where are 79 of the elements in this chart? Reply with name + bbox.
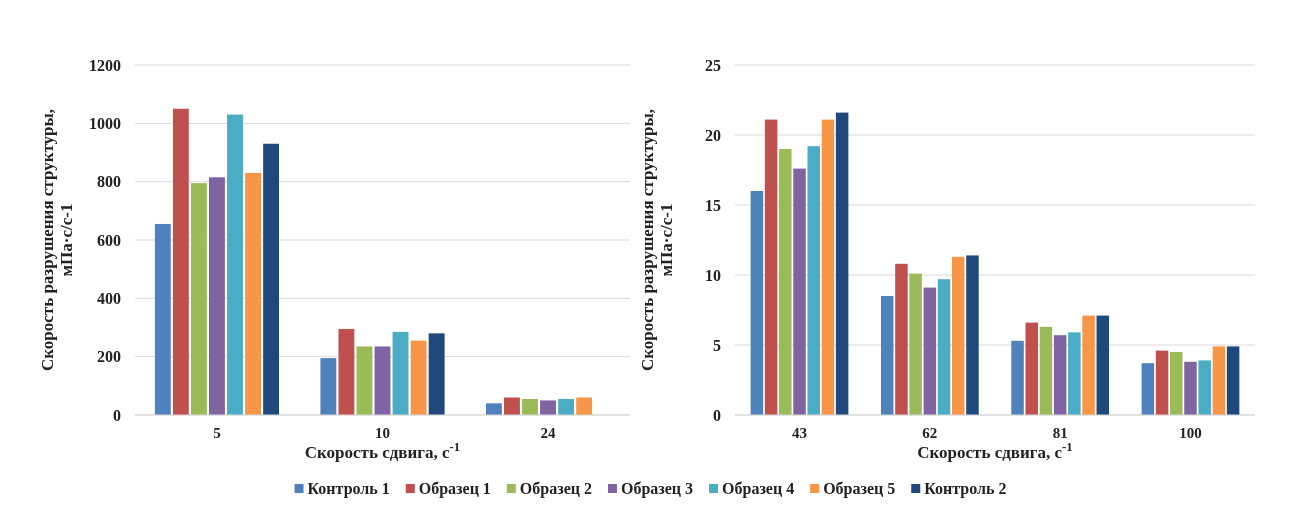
legend-label: Образец 4 bbox=[722, 480, 795, 498]
x-tick-label: 24 bbox=[540, 424, 557, 441]
legend-label: Контроль 2 bbox=[924, 480, 1007, 498]
bar bbox=[952, 256, 965, 415]
x-axis-title: Скорость сдвига, с$^{-1}$ bbox=[917, 440, 1073, 462]
bar bbox=[835, 112, 849, 415]
bar bbox=[1011, 340, 1024, 415]
bar bbox=[1025, 322, 1038, 415]
legend-label: Образец 3 bbox=[620, 480, 694, 498]
y-tick-label: 400 bbox=[97, 289, 121, 307]
bar bbox=[764, 119, 778, 415]
x-tick-label: 5 bbox=[213, 424, 221, 441]
y-tick-label: 10 bbox=[705, 266, 721, 284]
y-tick-label: 1200 bbox=[89, 56, 121, 74]
bar bbox=[227, 114, 243, 415]
legend-label: Образец 2 bbox=[519, 480, 592, 498]
bar bbox=[937, 279, 951, 415]
legend-label: Образец 5 bbox=[823, 480, 896, 498]
y-tick-label: 20 bbox=[705, 126, 721, 144]
bar bbox=[1082, 315, 1095, 415]
y-tick-label: 0 bbox=[113, 406, 121, 424]
bar bbox=[190, 183, 207, 415]
x-tick-label: 10 bbox=[375, 424, 390, 441]
bar bbox=[522, 398, 538, 415]
bar bbox=[909, 273, 922, 415]
bar bbox=[356, 346, 373, 415]
x-axis-title: Скорость сдвига, с$^{-1}$ bbox=[304, 440, 461, 462]
y-axis-title: Скорость разрушения структуры, мПа·с/с-1 bbox=[38, 108, 76, 372]
bar bbox=[245, 172, 261, 415]
bar bbox=[923, 287, 937, 415]
bar bbox=[1039, 326, 1053, 415]
bar bbox=[821, 119, 835, 415]
y-tick-label: 0 bbox=[713, 406, 721, 424]
legend-label: Образец 1 bbox=[418, 480, 491, 498]
x-tick-label: 62 bbox=[922, 424, 938, 441]
bar bbox=[172, 108, 189, 415]
x-tick-label: 81 bbox=[1052, 424, 1068, 441]
bar bbox=[374, 346, 391, 415]
y-tick-label: 200 bbox=[97, 348, 121, 366]
bar bbox=[966, 255, 979, 415]
bar bbox=[410, 340, 427, 415]
y-tick-label: 5 bbox=[713, 336, 721, 354]
y-tick-label: 1000 bbox=[89, 114, 121, 132]
y-tick-label: 15 bbox=[705, 196, 721, 214]
y-tick-label: 600 bbox=[97, 231, 121, 249]
bar bbox=[428, 333, 445, 415]
bar bbox=[540, 400, 556, 415]
bar bbox=[793, 168, 806, 415]
bar bbox=[154, 223, 171, 415]
bar bbox=[1155, 350, 1169, 415]
bar bbox=[807, 146, 820, 415]
bar bbox=[209, 177, 225, 415]
bar bbox=[558, 398, 575, 415]
bar bbox=[1141, 363, 1155, 415]
x-tick-label: 43 bbox=[792, 424, 808, 441]
bar bbox=[576, 397, 593, 415]
legend-label: Контроль 1 bbox=[307, 480, 390, 498]
bar bbox=[392, 331, 409, 415]
bar bbox=[338, 328, 355, 415]
bar bbox=[1184, 361, 1197, 415]
bar bbox=[779, 149, 792, 415]
bar bbox=[1212, 346, 1226, 415]
y-axis-title: Скорость разрушения структуры, мПа·с/с-1 bbox=[638, 108, 676, 372]
bar bbox=[263, 143, 280, 415]
bar bbox=[1226, 346, 1240, 415]
bar bbox=[320, 358, 337, 415]
bar bbox=[1068, 332, 1081, 415]
bar bbox=[1053, 335, 1067, 415]
bar bbox=[1170, 352, 1183, 415]
bar bbox=[1198, 360, 1211, 415]
bar bbox=[895, 263, 908, 415]
y-tick-label: 800 bbox=[97, 173, 121, 191]
y-tick-label: 25 bbox=[705, 56, 721, 74]
bar bbox=[1096, 315, 1110, 415]
bar bbox=[485, 403, 502, 415]
bar bbox=[880, 296, 894, 415]
bar bbox=[504, 397, 520, 415]
x-tick-label: 100 bbox=[1179, 424, 1202, 441]
bar bbox=[750, 191, 764, 415]
